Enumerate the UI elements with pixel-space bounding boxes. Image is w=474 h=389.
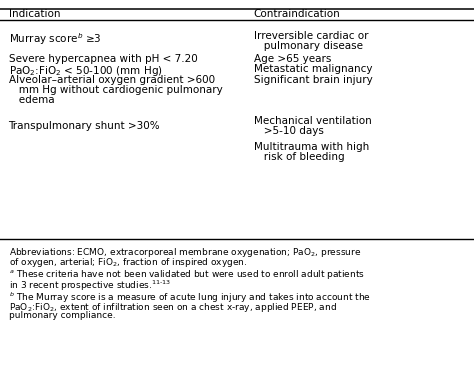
Text: mm Hg without cardiogenic pulmonary: mm Hg without cardiogenic pulmonary [9,85,222,95]
Text: pulmonary disease: pulmonary disease [254,41,363,51]
Text: risk of bleeding: risk of bleeding [254,152,344,162]
Text: in 3 recent prospective studies.$^{11\text{-}13}$: in 3 recent prospective studies.$^{11\te… [9,279,171,293]
Text: Age >65 years: Age >65 years [254,54,331,64]
Text: Severe hypercapnea with pH < 7.20: Severe hypercapnea with pH < 7.20 [9,54,197,64]
Text: Alveolar–arterial oxygen gradient >600: Alveolar–arterial oxygen gradient >600 [9,75,215,85]
Text: Indication: Indication [9,9,60,19]
Text: Contraindication: Contraindication [254,9,340,19]
Text: edema: edema [9,95,54,105]
Text: of oxygen, arterial; FiO$_2$, fraction of inspired oxygen.: of oxygen, arterial; FiO$_2$, fraction o… [9,256,247,269]
Text: pulmonary compliance.: pulmonary compliance. [9,311,115,320]
Text: Metastatic malignancy: Metastatic malignancy [254,64,372,74]
Text: Significant brain injury: Significant brain injury [254,75,373,85]
Text: $^b$ The Murray score is a measure of acute lung injury and takes into account t: $^b$ The Murray score is a measure of ac… [9,291,371,305]
Text: $^a$ These criteria have not been validated but were used to enroll adult patien: $^a$ These criteria have not been valida… [9,268,365,281]
Text: Murray score$^b$ ≥3: Murray score$^b$ ≥3 [9,31,101,47]
Text: Transpulmonary shunt >30%: Transpulmonary shunt >30% [9,121,160,131]
Text: Mechanical ventilation: Mechanical ventilation [254,116,371,126]
Text: >5-10 days: >5-10 days [254,126,323,136]
Text: Irreversible cardiac or: Irreversible cardiac or [254,31,368,41]
Text: PaO$_2$:FiO$_2$ < 50-100 (mm Hg): PaO$_2$:FiO$_2$ < 50-100 (mm Hg) [9,64,162,78]
Text: Multitrauma with high: Multitrauma with high [254,142,369,152]
Text: PaO$_2$:FiO$_2$, extent of infiltration seen on a chest x-ray, applied PEEP, and: PaO$_2$:FiO$_2$, extent of infiltration … [9,301,337,314]
Text: Abbreviations: ECMO, extracorporeal membrane oxygenation; PaO$_2$, pressure: Abbreviations: ECMO, extracorporeal memb… [9,246,361,259]
